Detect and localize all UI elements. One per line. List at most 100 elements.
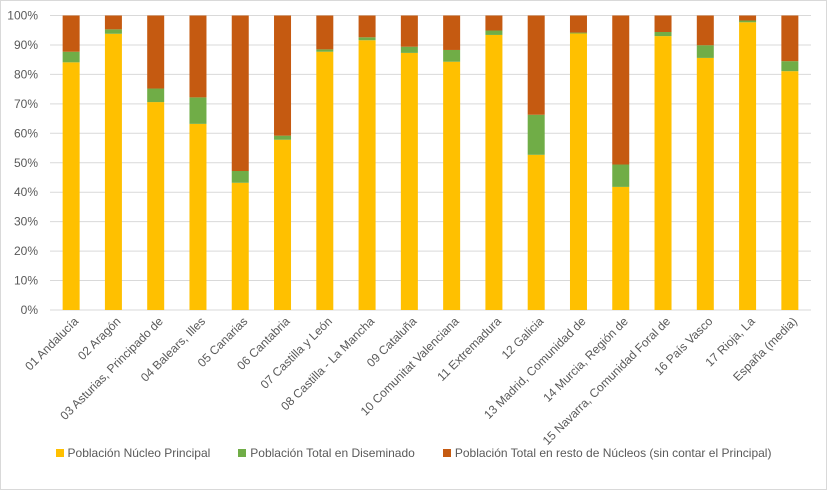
bars (62, 15, 799, 311)
bar-segment-nucleo-principal (358, 40, 376, 310)
y-tick-label: 80% (14, 67, 38, 81)
bar-segment-diseminado (231, 170, 249, 183)
bar-segment-diseminado (316, 49, 334, 52)
legend-swatch (55, 449, 64, 457)
bar-stack (739, 15, 757, 311)
bar-segment-resto-nucleos (147, 15, 165, 89)
bar-segment-diseminado (569, 32, 587, 34)
bar-stack (231, 15, 249, 310)
bar-segment-resto-nucleos (104, 15, 122, 30)
bar-segment-diseminado (485, 30, 503, 35)
bar-segment-resto-nucleos (189, 15, 207, 98)
bar-segment-diseminado (739, 20, 757, 23)
bar-segment-nucleo-principal (274, 139, 292, 310)
bar-stack (104, 15, 122, 310)
y-tick-label: 90% (14, 38, 38, 52)
bar-segment-resto-nucleos (781, 15, 799, 62)
y-axis-ticks: 0% 10% 20% 30% 40% 50% 60% 70% 80% 90% 100% (7, 9, 38, 318)
bar-segment-diseminado (781, 61, 799, 72)
legend: Población Núcleo Principal Población Tota… (0, 446, 827, 460)
legend-item: Población Total en Diseminado (238, 446, 415, 460)
legend-label: Población Núcleo Principal (67, 446, 211, 460)
bar-stack (485, 15, 503, 310)
bar-segment-resto-nucleos (739, 15, 757, 21)
bar-stack (527, 15, 545, 310)
bar-segment-nucleo-principal (443, 61, 461, 311)
bar-stack (696, 15, 714, 310)
bar-segment-resto-nucleos (274, 15, 292, 136)
legend-label: Población Total en resto de Núcleos (sin… (454, 446, 772, 460)
bar-stack (62, 15, 80, 310)
bar-segment-nucleo-principal (316, 51, 334, 310)
bar-segment-resto-nucleos (443, 15, 461, 50)
bar-segment-nucleo-principal (485, 34, 503, 310)
bar-segment-nucleo-principal (231, 182, 249, 310)
y-tick-label: 10% (14, 274, 38, 288)
bar-segment-nucleo-principal (189, 123, 207, 310)
bar-stack (569, 15, 587, 310)
bar-segment-nucleo-principal (104, 33, 122, 310)
bar-segment-diseminado (274, 135, 292, 140)
legend-item: Población Total en resto de Núcleos (sin… (442, 446, 772, 460)
bar-segment-resto-nucleos (696, 15, 714, 46)
bar-segment-diseminado (612, 164, 630, 187)
bar-segment-nucleo-principal (696, 57, 714, 310)
y-tick-label: 20% (14, 244, 38, 258)
bar-segment-nucleo-principal (527, 154, 545, 310)
y-tick-label: 0% (21, 303, 39, 317)
bar-segment-resto-nucleos (358, 15, 376, 38)
bar-segment-nucleo-principal (781, 71, 799, 311)
bar-segment-diseminado (527, 114, 545, 155)
bar-segment-diseminado (62, 51, 80, 63)
bar-stack (147, 15, 165, 310)
bar-stack (654, 15, 672, 311)
y-tick-label: 70% (14, 97, 38, 111)
bar-segment-diseminado (358, 37, 376, 41)
bar-stack (316, 15, 334, 310)
bar-segment-diseminado (400, 46, 418, 53)
bar-stack (443, 15, 461, 311)
y-tick-label: 100% (7, 9, 38, 23)
bar-segment-diseminado (189, 97, 207, 124)
y-tick-label: 40% (14, 185, 38, 199)
x-tick-label: 07 Castilla y León (258, 314, 335, 391)
y-tick-label: 30% (14, 215, 38, 229)
bar-segment-diseminado (104, 29, 122, 34)
bar-stack (400, 15, 418, 311)
bar-segment-resto-nucleos (62, 15, 80, 52)
bar-segment-nucleo-principal (569, 33, 587, 310)
legend-swatch (238, 449, 247, 457)
bar-segment-nucleo-principal (400, 52, 418, 311)
bar-stack (358, 15, 376, 310)
y-tick-label: 50% (14, 156, 38, 170)
bar-segment-diseminado (654, 31, 672, 37)
bar-segment-nucleo-principal (62, 62, 80, 310)
bar-segment-nucleo-principal (147, 102, 165, 310)
bar-segment-nucleo-principal (612, 186, 630, 310)
bar-stack (189, 15, 207, 310)
bar-stack (612, 15, 630, 310)
y-tick-label: 60% (14, 126, 38, 140)
gridlines (50, 15, 811, 311)
legend-swatch (442, 449, 451, 457)
bar-segment-resto-nucleos (654, 15, 672, 32)
bar-segment-resto-nucleos (231, 15, 249, 171)
x-tick-label: 01 Andalucía (22, 314, 81, 373)
bar-segment-resto-nucleos (485, 15, 503, 31)
bar-segment-diseminado (443, 49, 461, 62)
bar-segment-resto-nucleos (612, 15, 630, 165)
bar-segment-nucleo-principal (654, 36, 672, 311)
bar-segment-diseminado (696, 45, 714, 58)
bar-segment-diseminado (147, 88, 165, 103)
bar-segment-nucleo-principal (739, 22, 757, 311)
legend-item: Población Núcleo Principal (55, 446, 211, 460)
bar-segment-resto-nucleos (527, 15, 545, 115)
bar-stack (274, 15, 292, 310)
bar-stack (781, 15, 799, 311)
legend-label: Población Total en Diseminado (250, 446, 415, 460)
bar-segment-resto-nucleos (400, 15, 418, 47)
bar-segment-resto-nucleos (569, 15, 587, 33)
bar-segment-resto-nucleos (316, 15, 334, 50)
